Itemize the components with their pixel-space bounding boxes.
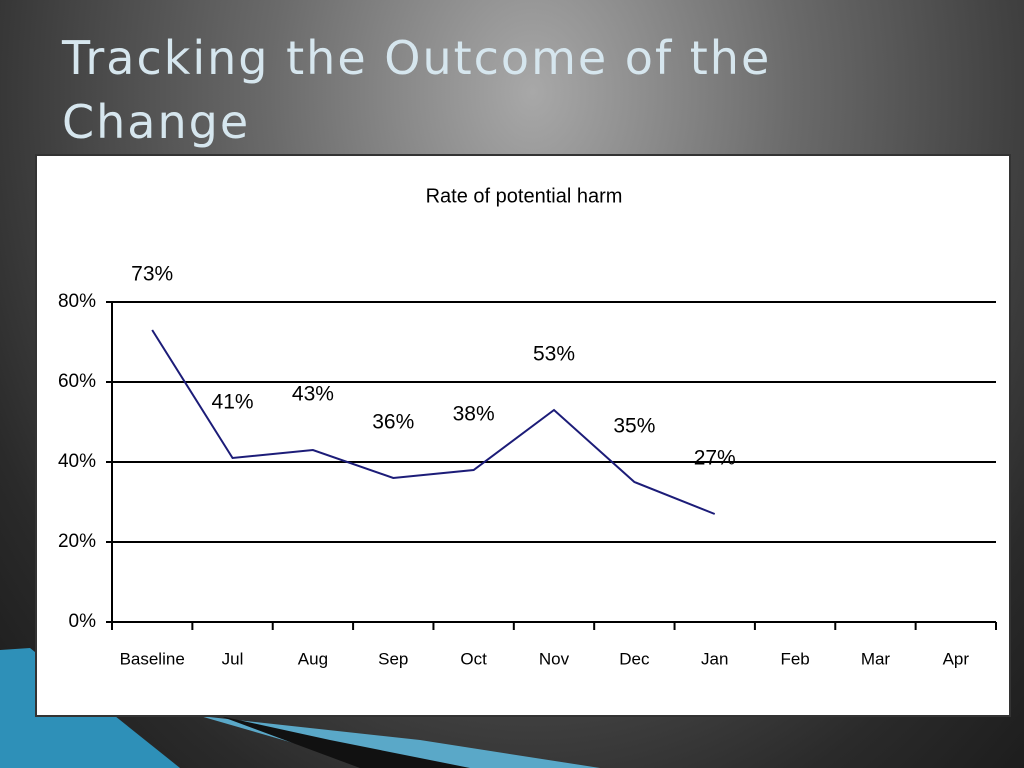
x-tick-label: Feb xyxy=(780,649,809,668)
y-tick-label: 20% xyxy=(58,531,96,552)
x-tick-label: Sep xyxy=(378,649,408,668)
chart-frame xyxy=(35,154,1011,717)
x-tick-label: Apr xyxy=(943,649,970,668)
slide-title: Tracking the Outcome of the Change xyxy=(62,31,772,149)
decoration xyxy=(200,716,600,768)
x-tick-label: Jan xyxy=(701,649,728,668)
data-label: 73% xyxy=(131,263,173,286)
x-tick-label: Nov xyxy=(539,649,570,668)
data-label: 35% xyxy=(613,415,655,438)
x-tick-label: Baseline xyxy=(120,649,185,668)
data-label: 43% xyxy=(292,383,334,406)
x-tick-label: Jul xyxy=(222,649,244,668)
x-tick-label: Mar xyxy=(861,649,891,668)
data-label: 41% xyxy=(212,391,254,414)
data-label: 36% xyxy=(372,411,414,434)
x-tick-label: Aug xyxy=(298,649,328,668)
y-tick-label: 60% xyxy=(58,371,96,392)
y-tick-label: 80% xyxy=(58,291,96,312)
data-label: 38% xyxy=(453,403,495,426)
x-tick-label: Dec xyxy=(619,649,650,668)
y-tick-label: 40% xyxy=(58,451,96,472)
x-tick-label: Oct xyxy=(460,649,487,668)
data-label: 27% xyxy=(694,447,736,470)
data-label: 53% xyxy=(533,343,575,366)
decoration xyxy=(220,716,470,768)
line-series xyxy=(151,329,716,515)
chart-title: Rate of potential harm xyxy=(426,185,623,207)
y-tick-label: 0% xyxy=(69,611,97,632)
